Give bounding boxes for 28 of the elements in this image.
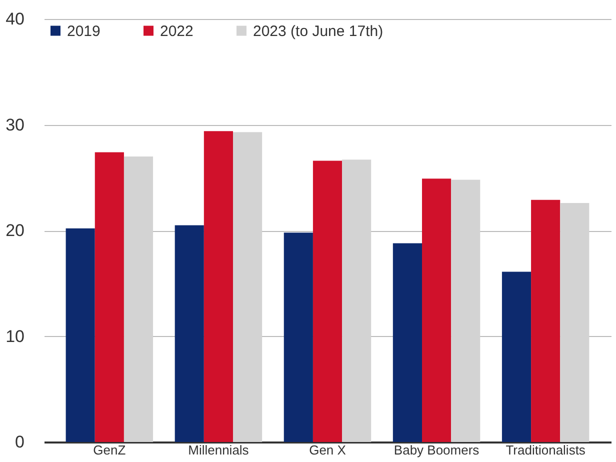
y-tick-label: 0 (15, 432, 24, 452)
bar (204, 131, 233, 442)
y-tick-label: 20 (6, 221, 24, 240)
bar (531, 200, 560, 442)
bar (284, 232, 313, 442)
bar (124, 156, 154, 442)
y-tick-label: 30 (6, 115, 24, 134)
bar (94, 152, 124, 442)
x-tick-label: Traditionalists (506, 442, 586, 458)
bar (66, 228, 95, 442)
x-tick-label: Baby Boomers (394, 442, 480, 458)
x-tick-label: Gen X (309, 442, 346, 458)
bar (312, 160, 342, 442)
bar (174, 225, 204, 442)
y-tick-label: 40 (6, 10, 24, 28)
bar (392, 243, 422, 442)
x-tick-label: GenZ (93, 442, 126, 458)
legend-label: 2022 (160, 22, 194, 40)
bar (502, 272, 532, 442)
legend-label: 2019 (67, 22, 100, 40)
legend-label: 2023 (to June 17th) (253, 22, 384, 40)
bar (451, 180, 480, 442)
bar (233, 132, 262, 442)
bar (342, 160, 372, 442)
y-tick-label: 10 (6, 326, 24, 346)
bar (560, 203, 590, 442)
x-tick-label: Millennials (188, 442, 250, 458)
bar (422, 178, 452, 442)
